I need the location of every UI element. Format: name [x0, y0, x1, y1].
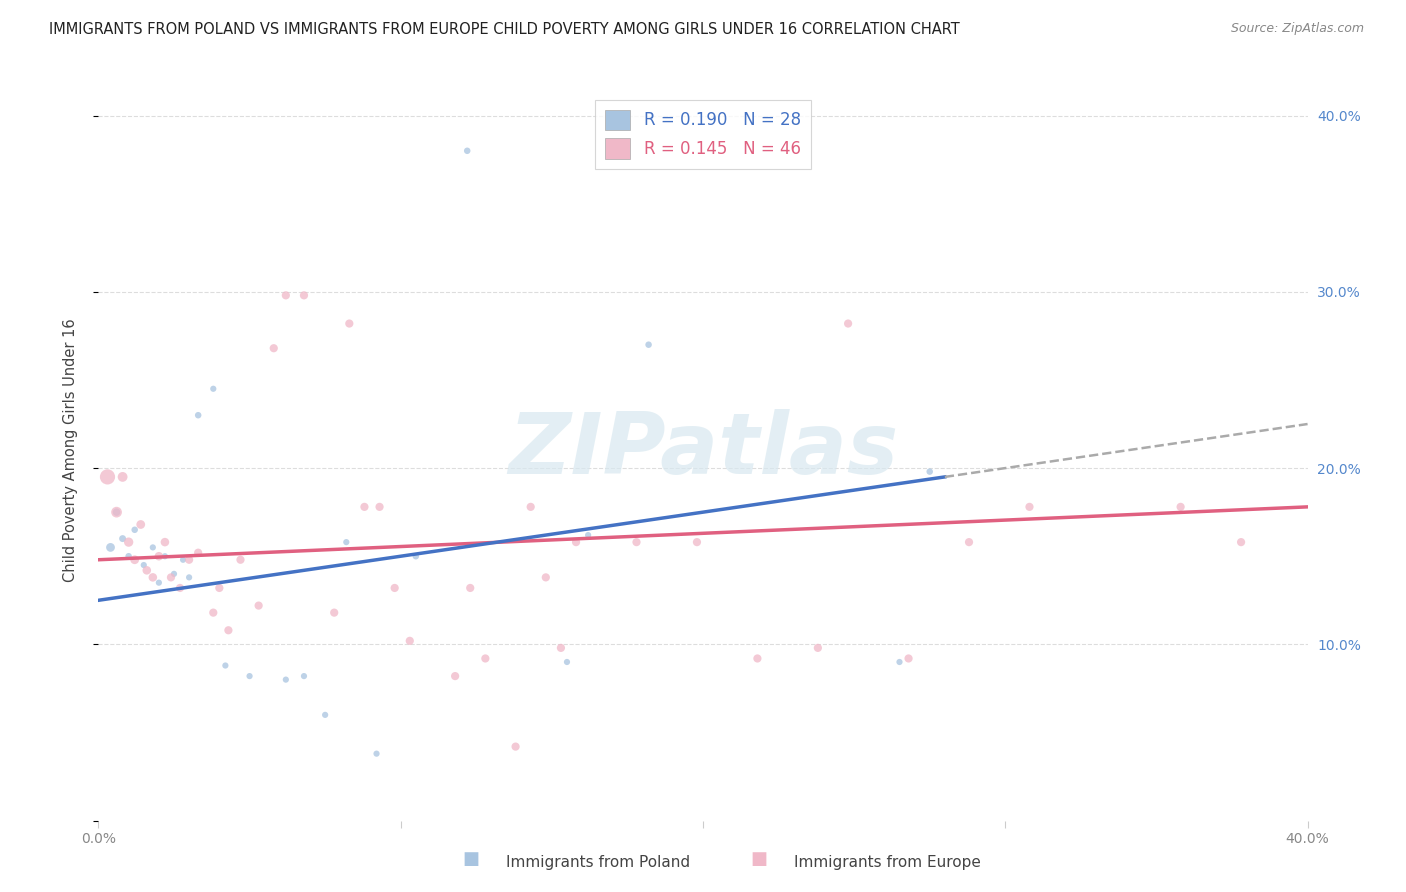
Point	[474, 651, 496, 665]
Point	[202, 382, 225, 396]
Text: ZIPatlas: ZIPatlas	[508, 409, 898, 492]
Point	[187, 546, 209, 560]
Point	[142, 570, 165, 584]
Point	[124, 523, 146, 537]
Point	[889, 655, 911, 669]
Point	[129, 517, 152, 532]
Point	[686, 535, 709, 549]
Point	[148, 575, 170, 590]
Text: ■: ■	[751, 850, 768, 868]
Text: ■: ■	[463, 850, 479, 868]
Point	[1170, 500, 1192, 514]
Point	[314, 707, 336, 722]
Point	[918, 465, 941, 479]
Point	[565, 535, 588, 549]
Point	[444, 669, 467, 683]
Point	[534, 570, 557, 584]
Point	[202, 606, 225, 620]
Point	[187, 408, 209, 422]
Point	[398, 633, 420, 648]
Point	[837, 317, 859, 331]
Point	[747, 651, 769, 665]
Point	[637, 337, 659, 351]
Text: Immigrants from Poland: Immigrants from Poland	[506, 855, 690, 870]
Point	[1230, 535, 1253, 549]
Point	[405, 549, 427, 564]
Point	[217, 624, 239, 638]
Point	[337, 317, 360, 331]
Point	[214, 658, 236, 673]
Point	[274, 673, 297, 687]
Point	[105, 505, 128, 519]
Point	[142, 541, 165, 555]
Point	[239, 669, 262, 683]
Point	[335, 535, 357, 549]
Point	[153, 549, 176, 564]
Point	[169, 581, 191, 595]
Point	[179, 553, 201, 567]
Point	[179, 570, 201, 584]
Point	[626, 535, 648, 549]
Point	[172, 553, 194, 567]
Point	[957, 535, 980, 549]
Point	[292, 669, 315, 683]
Point	[366, 747, 388, 761]
Y-axis label: Child Poverty Among Girls Under 16: Child Poverty Among Girls Under 16	[63, 318, 77, 582]
Point	[1018, 500, 1040, 514]
Point	[323, 606, 346, 620]
Point	[111, 470, 134, 484]
Point	[105, 505, 128, 519]
Point	[229, 553, 252, 567]
Point	[292, 288, 315, 302]
Point	[368, 500, 391, 514]
Point	[160, 570, 183, 584]
Point	[118, 535, 141, 549]
Point	[384, 581, 406, 595]
Point	[458, 581, 481, 595]
Point	[353, 500, 375, 514]
Text: IMMIGRANTS FROM POLAND VS IMMIGRANTS FROM EUROPE CHILD POVERTY AMONG GIRLS UNDER: IMMIGRANTS FROM POLAND VS IMMIGRANTS FRO…	[49, 22, 960, 37]
Point	[124, 553, 146, 567]
Point	[118, 549, 141, 564]
Point	[135, 563, 157, 577]
Point	[550, 640, 572, 655]
Point	[96, 470, 118, 484]
Point	[111, 532, 134, 546]
Text: Source: ZipAtlas.com: Source: ZipAtlas.com	[1230, 22, 1364, 36]
Point	[263, 341, 285, 355]
Point	[807, 640, 830, 655]
Text: Immigrants from Europe: Immigrants from Europe	[794, 855, 981, 870]
Point	[519, 500, 541, 514]
Point	[897, 651, 920, 665]
Point	[505, 739, 527, 754]
Point	[555, 655, 578, 669]
Point	[576, 528, 599, 542]
Point	[153, 535, 176, 549]
Point	[274, 288, 297, 302]
Point	[208, 581, 231, 595]
Point	[100, 541, 122, 555]
Point	[148, 549, 170, 564]
Point	[456, 144, 478, 158]
Point	[163, 566, 186, 581]
Legend: R = 0.190   N = 28, R = 0.145   N = 46: R = 0.190 N = 28, R = 0.145 N = 46	[595, 100, 811, 169]
Point	[247, 599, 270, 613]
Point	[132, 558, 155, 572]
